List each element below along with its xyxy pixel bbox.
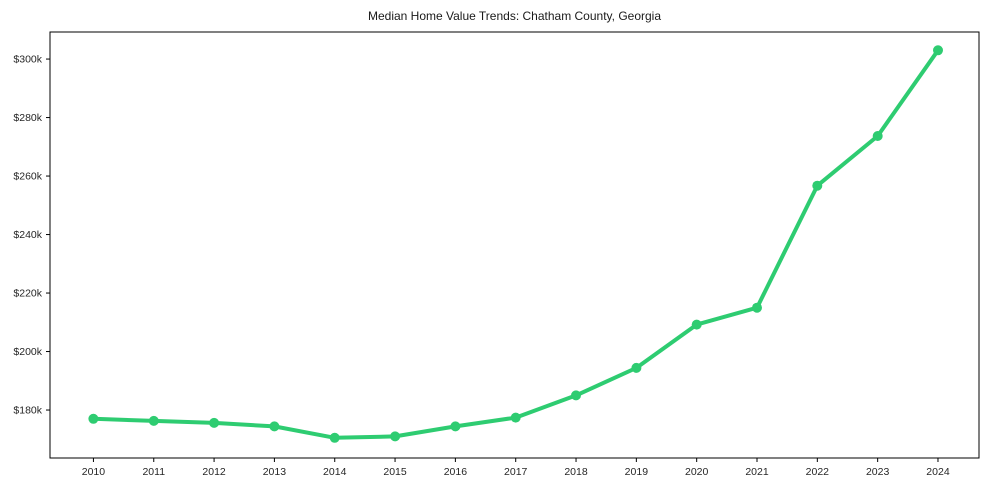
y-tick-label: $300k (13, 54, 42, 66)
y-tick-label: $200k (13, 346, 42, 358)
data-point-2024 (933, 45, 943, 56)
data-point-2014 (329, 432, 340, 443)
data-point-2021 (752, 302, 762, 313)
x-tick-label: 2012 (202, 466, 226, 478)
x-tick-label: 2013 (263, 466, 287, 478)
x-tick-label: 2015 (383, 466, 407, 478)
data-point-2011 (148, 415, 159, 426)
data-point-2017 (510, 412, 521, 423)
chart-title: Median Home Value Trends: Chatham County… (368, 9, 661, 23)
y-tick-label: $240k (13, 229, 42, 241)
data-point-2019 (631, 362, 642, 373)
data-point-2010 (88, 413, 99, 424)
data-point-2023 (872, 131, 883, 141)
x-tick-label: 2022 (806, 466, 830, 478)
data-point-2018 (571, 390, 581, 401)
x-tick-label: 2011 (142, 466, 165, 478)
y-tick-label: $280k (13, 112, 42, 124)
plot-border (49, 31, 980, 459)
x-tick-label: 2016 (444, 466, 468, 478)
x-tick-label: 2020 (685, 466, 709, 478)
data-point-2022 (812, 180, 823, 191)
x-tick-label: 2024 (926, 466, 950, 478)
y-tick-label: $180k (13, 405, 42, 417)
x-tick-label: 2018 (564, 466, 588, 478)
x-tick-label: 2019 (625, 466, 649, 478)
y-tick-label: $260k (13, 171, 42, 183)
data-point-2020 (691, 319, 702, 330)
x-tick-label: 2021 (745, 466, 769, 478)
data-point-2013 (269, 421, 280, 432)
data-point-2015 (390, 431, 401, 442)
x-tick-label: 2014 (323, 466, 347, 478)
y-tick-label: $220k (13, 288, 42, 300)
x-tick-label: 2017 (504, 466, 528, 478)
x-tick-label: 2010 (82, 466, 106, 478)
x-tick-label: 2023 (866, 466, 890, 478)
data-point-2012 (209, 417, 220, 428)
data-point-2016 (450, 421, 461, 432)
